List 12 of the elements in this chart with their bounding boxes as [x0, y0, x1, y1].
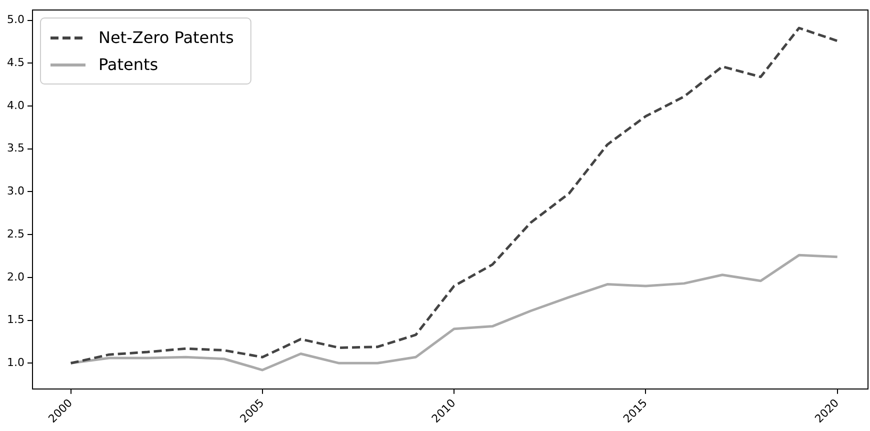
y-tick-label: 5.0	[6, 13, 24, 26]
y-tick-label: 1.5	[6, 313, 24, 326]
y-tick-label: 2.5	[6, 227, 24, 240]
legend-label: Patents	[98, 55, 158, 74]
line-series	[70, 26, 839, 364]
y-tick-label: 4.0	[6, 98, 24, 112]
y-tick-label: 1.0	[6, 356, 24, 370]
y-tick-label: 4.5	[6, 56, 24, 70]
y-tick-label: 3.0	[6, 184, 24, 198]
legend-label: Net-Zero Patents	[98, 28, 234, 48]
y-tick-label: 3.5	[6, 142, 24, 155]
y-tick-label: 2.0	[6, 270, 24, 284]
